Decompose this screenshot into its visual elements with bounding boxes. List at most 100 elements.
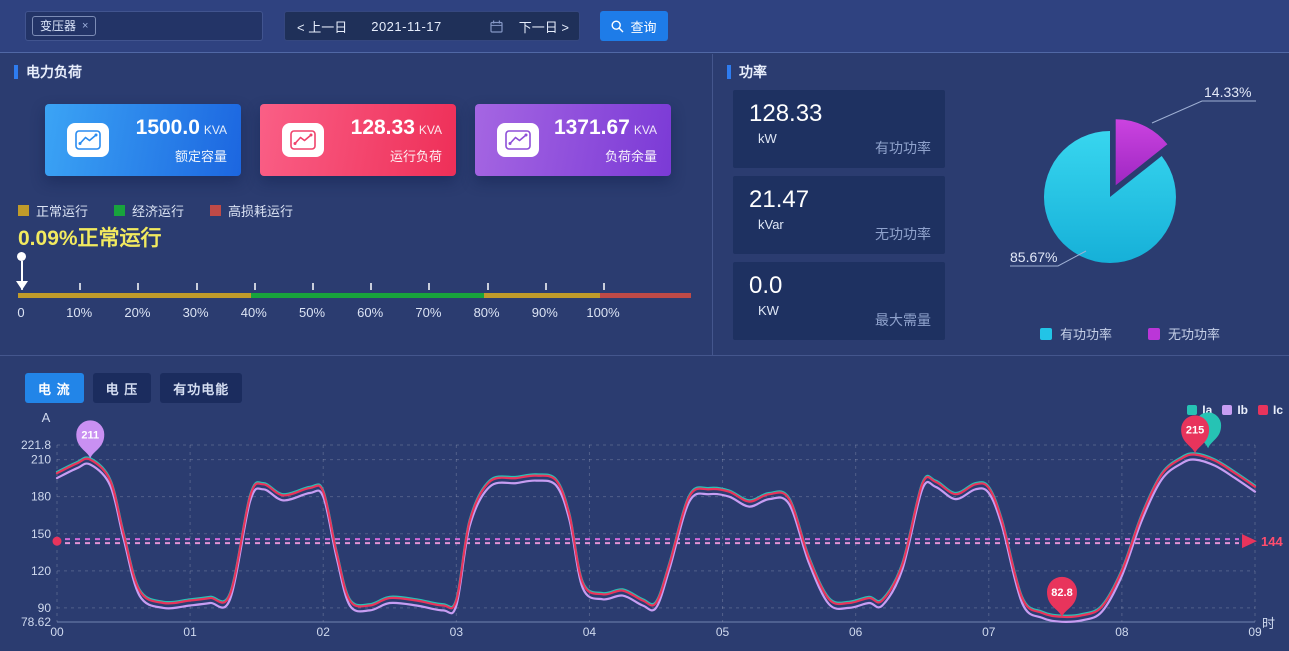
query-button-label: 查询 <box>630 19 657 35</box>
load-card-1: 128.33 KVA 运行负荷 <box>260 104 456 176</box>
x-tick-label: 03 <box>450 625 464 639</box>
svg-text:82.8: 82.8 <box>1051 587 1072 599</box>
tab-2[interactable]: 有功电能 <box>160 373 243 403</box>
stat-value: 0.0 <box>749 272 783 299</box>
tab-1[interactable]: 电 压 <box>92 373 152 403</box>
gauge-tick-label: 40% <box>240 305 267 320</box>
series-line-Ib <box>55 458 1257 623</box>
card-value-line: 1500.0 KVA <box>136 116 227 140</box>
trend-legend-item-Ib[interactable]: Ib <box>1222 403 1248 417</box>
y-tick-label: 150 <box>31 527 51 541</box>
load-panel-title: 电力负荷 <box>14 62 82 82</box>
x-tick-label: 05 <box>716 625 730 639</box>
run-legend-item-0: 正常运行 <box>18 201 88 220</box>
x-tick-label: 04 <box>583 625 597 639</box>
date-picker-group: < 上一日 2021-11-17 下一日 > <box>284 11 580 41</box>
x-tick-label: 07 <box>982 625 996 639</box>
gauge-tick <box>544 283 547 290</box>
pie-label-active: 85.67% <box>1010 249 1057 265</box>
line-chart-icon <box>497 123 539 157</box>
trend-legend-item-Ic[interactable]: Ic <box>1257 403 1283 417</box>
gauge-tick-label: 80% <box>473 305 500 320</box>
gauge-tick <box>370 283 373 290</box>
svg-text:215: 215 <box>1186 424 1204 436</box>
legend-label: 经济运行 <box>132 204 185 219</box>
pie-legend-item-0[interactable]: 有功功率 <box>1040 324 1112 343</box>
title-accent-bar <box>727 65 731 79</box>
gauge-tick-label: 60% <box>357 305 384 320</box>
next-day-button[interactable]: 下一日 > <box>518 19 569 35</box>
power-stat-box-2: 0.0 KW 最大需量 <box>733 262 945 340</box>
legend-label: 有功功率 <box>1060 327 1113 342</box>
gauge-tick <box>195 283 198 290</box>
gauge-tick <box>603 283 605 290</box>
y-tick-label: 221.8 <box>21 438 51 452</box>
load-rate-status-text: 0.09%正常运行 <box>18 227 162 250</box>
query-button[interactable]: 查询 <box>600 11 668 41</box>
gauge-tick <box>21 283 23 290</box>
run-legend-item-2: 高损耗运行 <box>210 201 293 220</box>
marker-balloon-82.8: 82.8 <box>1046 576 1077 617</box>
gauge-segment-0 <box>18 293 251 298</box>
gauge-segment-3 <box>600 293 691 298</box>
card-value: 128.33 <box>350 116 415 139</box>
power-pie-chart: 14.33% 85.67% 有功功率 无功功率 <box>990 75 1289 355</box>
tab-0[interactable]: 电 流 <box>25 373 84 403</box>
pie-leader-line <box>1151 100 1256 124</box>
avg-line-label: 144 <box>1261 534 1283 549</box>
avg-line-start-dot <box>52 536 62 546</box>
trend-legend: Ia Ib Ic <box>1187 403 1283 417</box>
title-accent-bar <box>14 65 18 79</box>
calendar-icon[interactable] <box>490 20 503 33</box>
pie-svg: 14.33% 85.67% <box>1010 84 1256 267</box>
prev-day-button[interactable]: < 上一日 <box>297 19 348 35</box>
stat-value: 128.33 <box>749 100 823 127</box>
legend-swatch <box>1257 405 1268 415</box>
x-tick-label: 08 <box>1115 625 1129 639</box>
legend-swatch <box>18 205 29 216</box>
pie-label-reactive: 14.33% <box>1204 84 1251 100</box>
y-tick-label: 78.62 <box>21 615 51 629</box>
tag-close-icon[interactable]: × <box>82 19 89 32</box>
pie-legend-item-1[interactable]: 无功功率 <box>1148 324 1220 343</box>
gauge-tick <box>312 283 314 290</box>
gauge-tick-label: 50% <box>298 305 326 320</box>
trend-tabs: 电 流电 压有功电能 <box>25 373 243 403</box>
x-tick-label: 02 <box>317 625 331 639</box>
power-stat-box-1: 21.47 kVar 无功功率 <box>733 176 945 254</box>
trend-legend-item-Ia[interactable]: Ia <box>1187 403 1212 417</box>
series-line-Ic <box>55 453 1257 619</box>
card-value-line: 1371.67 KVA <box>554 116 657 140</box>
x-tick-label: 06 <box>849 625 863 639</box>
gauge-segment-1 <box>251 293 484 298</box>
load-cards: 1500.0 KVA 额定容量 128.33 KVA 运行负荷 1371.67 KVA 负荷余量 <box>45 104 671 176</box>
card-value-wrap: 1371.67 KVA 负荷余量 <box>554 116 657 165</box>
power-panel-title: 功率 <box>727 62 767 82</box>
card-unit: KVA <box>203 123 227 137</box>
legend-label: Ic <box>1272 403 1283 417</box>
card-value: 1500.0 <box>135 116 200 139</box>
legend-swatch <box>1040 327 1052 340</box>
stat-label: 有功功率 <box>875 140 931 156</box>
top-toolbar: 变压器 × < 上一日 2021-11-17 下一日 > 查询 <box>0 0 1289 53</box>
card-unit: KVA <box>633 123 657 137</box>
gauge-tick-label: 100% <box>586 305 620 320</box>
vertical-divider <box>712 54 713 355</box>
pie-legend: 有功功率 无功功率 <box>990 324 1289 343</box>
line-chart-icon <box>282 123 324 157</box>
date-value[interactable]: 2021-11-17 <box>371 18 442 34</box>
stat-unit: kW <box>758 131 777 146</box>
y-tick-label: 120 <box>31 564 51 578</box>
legend-swatch <box>114 205 126 216</box>
device-filter-input[interactable]: 变压器 × <box>25 11 263 41</box>
marker-balloon-211: 211 <box>76 420 105 459</box>
load-card-2: 1371.67 KVA 负荷余量 <box>475 104 671 176</box>
load-card-0: 1500.0 KVA 额定容量 <box>45 104 241 176</box>
gauge-tick <box>137 283 140 290</box>
load-panel-title-text: 电力负荷 <box>26 64 82 80</box>
pie-leader-line <box>1010 250 1087 267</box>
pie-slice-active-power <box>1043 131 1176 263</box>
power-panel-title-text: 功率 <box>739 64 767 80</box>
filter-tag-transformer[interactable]: 变压器 × <box>32 16 97 36</box>
